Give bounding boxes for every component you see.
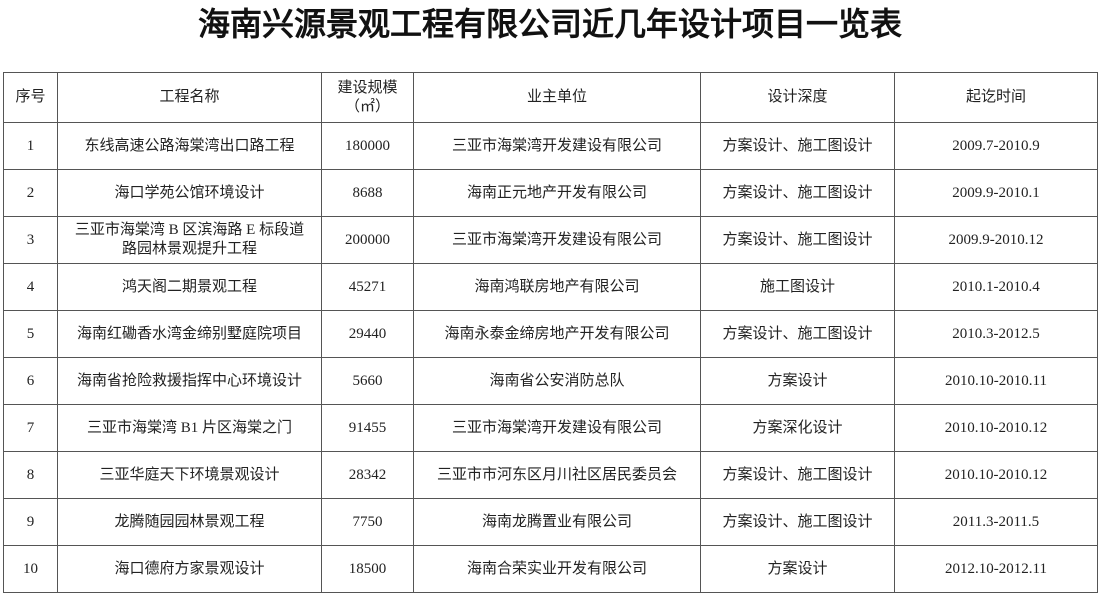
cell-owner: 海南永泰金缔房地产开发有限公司 — [413, 310, 701, 358]
table-row: 2 海口学苑公馆环境设计 8688 海南正元地产开发有限公司 方案设计、施工图设计 200… — [3, 169, 1098, 217]
table-row: 3 三亚市海棠湾 B 区滨海路 E 标段道路园林景观提升工程 200000 三亚市海棠… — [3, 216, 1098, 264]
cell-scale: 28342 — [321, 451, 414, 499]
cell-index: 3 — [3, 216, 58, 264]
cell-owner: 海南合荣实业开发有限公司 — [413, 545, 701, 593]
header-name: 工程名称 — [57, 72, 322, 123]
cell-name: 海口学苑公馆环境设计 — [57, 169, 322, 217]
cell-scale: 29440 — [321, 310, 414, 358]
cell-period: 2010.10-2010.11 — [894, 357, 1098, 405]
cell-name: 海南红磡香水湾金缔别墅庭院项目 — [57, 310, 322, 358]
cell-period: 2010.3-2012.5 — [894, 310, 1098, 358]
cell-owner: 三亚市市河东区月川社区居民委员会 — [413, 451, 701, 499]
cell-period: 2010.10-2010.12 — [894, 404, 1098, 452]
table-row: 5 海南红磡香水湾金缔别墅庭院项目 29440 海南永泰金缔房地产开发有限公司 方案设计… — [3, 310, 1098, 358]
cell-period: 2012.10-2012.11 — [894, 545, 1098, 593]
cell-period: 2010.1-2010.4 — [894, 263, 1098, 311]
page-title: 海南兴源景观工程有限公司近几年设计项目一览表 — [197, 5, 902, 43]
cell-depth: 方案设计、施工图设计 — [700, 498, 895, 546]
cell-index: 10 — [3, 545, 58, 593]
cell-scale: 8688 — [321, 169, 414, 217]
cell-name: 三亚市海棠湾 B 区滨海路 E 标段道路园林景观提升工程 — [57, 216, 322, 264]
cell-period: 2009.7-2010.9 — [894, 122, 1098, 170]
cell-owner: 三亚市海棠湾开发建设有限公司 — [413, 404, 701, 452]
cell-name: 龙腾随园园林景观工程 — [57, 498, 322, 546]
cell-scale: 91455 — [321, 404, 414, 452]
cell-depth: 方案深化设计 — [700, 404, 895, 452]
header-scale-unit: （㎡） — [344, 98, 390, 115]
table-row: 10 海口德府方家景观设计 18500 海南合荣实业开发有限公司 方案设计 2012.10… — [3, 545, 1098, 593]
cell-scale: 200000 — [321, 216, 414, 264]
cell-period: 2010.10-2010.12 — [894, 451, 1098, 499]
cell-index: 4 — [3, 263, 58, 311]
cell-index: 1 — [3, 122, 58, 170]
header-scale-label: 建设规模 — [337, 79, 398, 96]
cell-index: 8 — [3, 451, 58, 499]
cell-index: 9 — [3, 498, 58, 546]
cell-index: 7 — [3, 404, 58, 452]
table-row: 4 鸿天阁二期景观工程 45271 海南鸿联房地产有限公司 施工图设计 2010.1-20… — [3, 263, 1098, 311]
table-row: 1 东线高速公路海棠湾出口路工程 180000 三亚市海棠湾开发建设有限公司 方案设计、… — [3, 122, 1098, 170]
table-row: 9 龙腾随园园林景观工程 7750 海南龙腾置业有限公司 方案设计、施工图设计 2011.… — [3, 498, 1098, 546]
cell-name: 三亚华庭天下环境景观设计 — [57, 451, 322, 499]
projects-table: 序号 工程名称 建设规模 （㎡） 业主单位 设计深度 起讫时间 1 东线高速公路海棠… — [3, 72, 1098, 593]
cell-scale: 18500 — [321, 545, 414, 593]
cell-period: 2009.9-2010.1 — [894, 169, 1098, 217]
cell-scale: 180000 — [321, 122, 414, 170]
cell-depth: 方案设计 — [700, 357, 895, 405]
cell-name: 东线高速公路海棠湾出口路工程 — [57, 122, 322, 170]
cell-depth: 方案设计、施工图设计 — [700, 451, 895, 499]
header-depth: 设计深度 — [700, 72, 895, 123]
cell-index: 2 — [3, 169, 58, 217]
cell-index: 5 — [3, 310, 58, 358]
cell-name: 三亚市海棠湾 B1 片区海棠之门 — [57, 404, 322, 452]
cell-depth: 施工图设计 — [700, 263, 895, 311]
cell-scale: 5660 — [321, 357, 414, 405]
header-period: 起讫时间 — [894, 72, 1098, 123]
cell-owner: 三亚市海棠湾开发建设有限公司 — [413, 216, 701, 264]
cell-depth: 方案设计、施工图设计 — [700, 216, 895, 264]
cell-depth: 方案设计 — [700, 545, 895, 593]
cell-name: 海口德府方家景观设计 — [57, 545, 322, 593]
table-row: 8 三亚华庭天下环境景观设计 28342 三亚市市河东区月川社区居民委员会 方案设计、施… — [3, 451, 1098, 499]
table-row: 7 三亚市海棠湾 B1 片区海棠之门 91455 三亚市海棠湾开发建设有限公司 方案深化… — [3, 404, 1098, 452]
cell-depth: 方案设计、施工图设计 — [700, 122, 895, 170]
header-index: 序号 — [3, 72, 58, 123]
cell-owner: 海南正元地产开发有限公司 — [413, 169, 701, 217]
header-row: 序号 工程名称 建设规模 （㎡） 业主单位 设计深度 起讫时间 — [3, 72, 1098, 123]
cell-scale: 7750 — [321, 498, 414, 546]
cell-depth: 方案设计、施工图设计 — [700, 310, 895, 358]
cell-index: 6 — [3, 357, 58, 405]
table-row: 6 海南省抢险救援指挥中心环境设计 5660 海南省公安消防总队 方案设计 2010.10… — [3, 357, 1098, 405]
cell-period: 2009.9-2010.12 — [894, 216, 1098, 264]
cell-name: 海南省抢险救援指挥中心环境设计 — [57, 357, 322, 405]
header-scale: 建设规模 （㎡） — [321, 72, 414, 123]
header-owner: 业主单位 — [413, 72, 701, 123]
cell-owner: 海南龙腾置业有限公司 — [413, 498, 701, 546]
cell-depth: 方案设计、施工图设计 — [700, 169, 895, 217]
cell-owner: 海南鸿联房地产有限公司 — [413, 263, 701, 311]
cell-period: 2011.3-2011.5 — [894, 498, 1098, 546]
cell-owner: 海南省公安消防总队 — [413, 357, 701, 405]
cell-owner: 三亚市海棠湾开发建设有限公司 — [413, 122, 701, 170]
cell-name: 鸿天阁二期景观工程 — [57, 263, 322, 311]
cell-scale: 45271 — [321, 263, 414, 311]
